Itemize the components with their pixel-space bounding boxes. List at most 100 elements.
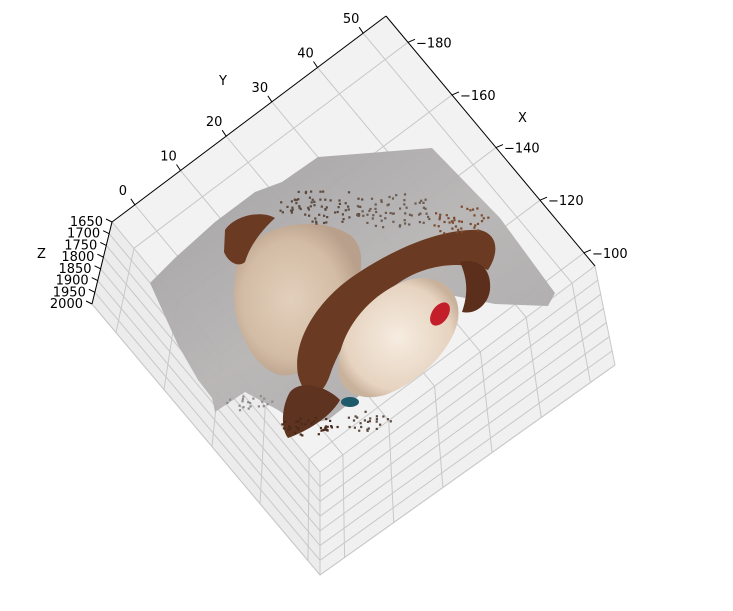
x-tick-label: −120 [548,194,584,209]
point-speck [309,205,312,208]
point-speck [348,425,351,429]
point-speck [474,224,477,227]
point-speck [347,205,350,208]
x-tick-mark [451,91,460,96]
point-speck [473,214,476,217]
point-speck [313,200,316,203]
point-speck [380,219,383,222]
point-speck [403,219,406,222]
point-speck [439,213,442,216]
point-speck [389,212,392,215]
point-speck [326,425,329,428]
point-speck [380,199,383,202]
point-speck [329,419,332,422]
point-speck [323,428,326,431]
point-speck [448,221,451,224]
point-speck [424,207,427,210]
point-speck [403,193,407,196]
point-speck [311,220,314,223]
point-speck [290,209,293,212]
axis-ticks: 01020304050−180−160−140−120−100165017001… [50,12,628,312]
point-speck [295,202,298,205]
y-tick-label: 10 [160,150,177,165]
point-speck [353,426,356,429]
point-speck [476,222,480,225]
point-speck [374,224,377,227]
point-speck [324,198,327,201]
y-tick-label: 20 [206,115,223,130]
point-speck [457,228,460,231]
point-speck [301,434,304,437]
point-speck [453,216,456,219]
point-speck [356,213,359,216]
point-speck [317,433,320,436]
point-speck [384,211,387,214]
point-speck [382,226,385,229]
point-speck [266,403,269,406]
point-speck [291,208,294,211]
point-speck [408,213,412,216]
point-speck [287,428,290,431]
x-tick-mark [495,144,504,149]
point-cloud-hair-right [460,261,491,313]
point-speck [298,206,301,209]
point-speck [433,224,436,227]
point-speck [310,201,313,204]
point-speck [380,200,383,203]
point-speck [281,211,284,214]
z-tick-label: 1700 [67,227,100,242]
point-speck [363,419,366,422]
point-speck [387,203,390,206]
point-speck [375,415,378,418]
y-tick-label: 40 [297,47,314,62]
point-speck [374,207,377,210]
y-tick-label: 30 [252,81,269,96]
y-tick-mark [267,95,273,103]
y-tick-label: 50 [343,12,360,27]
z-axis-line [91,221,113,305]
point-speck [323,214,326,217]
point-speck [392,220,395,223]
z-tick-label: 1800 [61,250,94,265]
point-speck [310,190,313,193]
point-speck [336,425,339,429]
point-speck [293,431,297,434]
point-speck [247,407,250,410]
point-speck [344,209,347,212]
point-speck [443,232,446,235]
point-speck [238,404,241,407]
point-speck [375,427,378,430]
point-speck [313,420,316,423]
point-speck [257,405,260,408]
point-cloud-red-object [430,302,450,326]
point-speck [325,417,328,421]
y-grid-line-side [479,351,493,453]
point-speck [359,422,362,425]
point-speck [398,225,401,228]
point-speck [279,209,282,212]
z-axis-label: Z [37,247,46,262]
point-speck [370,197,374,200]
point-speck [375,418,378,421]
point-speck [324,208,327,211]
point-speck [399,224,402,227]
point-speck [461,230,464,233]
point-speck [282,427,286,430]
point-speck [439,230,442,233]
x-tick-label: −100 [592,247,628,262]
point-speck [403,199,406,202]
point-speck [477,229,480,232]
point-speck [451,227,454,230]
point-speck [361,198,364,201]
point-speck [360,425,363,429]
point-speck [391,197,395,200]
point-speck [324,426,327,429]
point-speck [374,203,377,206]
z-tick-mark [102,230,110,235]
point-speck [445,214,448,217]
y-grid-line-side [571,283,591,383]
point-speck [315,220,318,223]
point-speck [314,416,317,419]
point-speck [347,416,350,419]
point-speck [304,423,307,426]
